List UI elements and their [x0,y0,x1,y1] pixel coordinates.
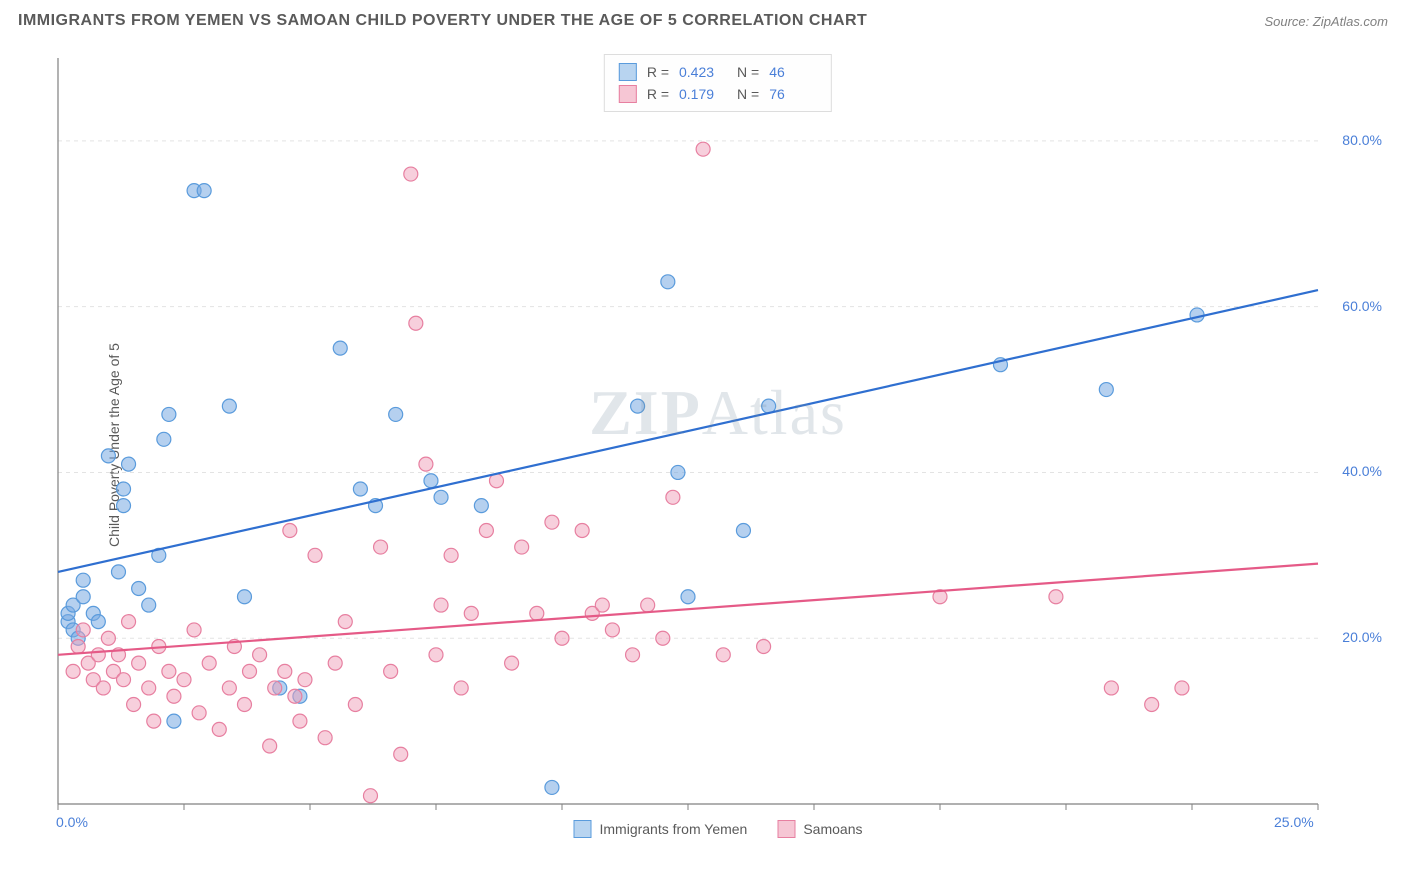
series-legend: Immigrants from Yemen Samoans [574,820,863,838]
legend-row: R = 0.423 N = 46 [619,61,817,83]
n-value: 76 [769,83,817,105]
legend-series-label: Immigrants from Yemen [600,821,748,837]
legend-row: R = 0.179 N = 76 [619,83,817,105]
chart-area: Child Poverty Under the Age of 5 ZIPAtla… [48,50,1388,840]
legend-series-label: Samoans [803,821,862,837]
source-attribution: Source: ZipAtlas.com [1264,14,1388,29]
correlation-legend: R = 0.423 N = 46 R = 0.179 N = 76 [604,54,832,112]
y-tick-label: 80.0% [1342,132,1382,148]
legend-series-item: Immigrants from Yemen [574,820,748,838]
legend-swatch [619,63,637,81]
chart-title: IMMIGRANTS FROM YEMEN VS SAMOAN CHILD PO… [18,12,867,30]
legend-swatch [619,85,637,103]
n-label: N = [737,83,759,105]
legend-swatch [574,820,592,838]
r-value: 0.179 [679,83,727,105]
y-tick-label: 40.0% [1342,463,1382,479]
r-label: R = [647,61,669,83]
x-tick-label: 0.0% [56,814,88,830]
legend-swatch [777,820,795,838]
r-label: R = [647,83,669,105]
n-value: 46 [769,61,817,83]
y-tick-label: 60.0% [1342,298,1382,314]
y-tick-label: 20.0% [1342,629,1382,645]
x-tick-label: 25.0% [1274,814,1314,830]
legend-series-item: Samoans [777,820,862,838]
r-value: 0.423 [679,61,727,83]
n-label: N = [737,61,759,83]
scatter-plot [48,50,1388,840]
